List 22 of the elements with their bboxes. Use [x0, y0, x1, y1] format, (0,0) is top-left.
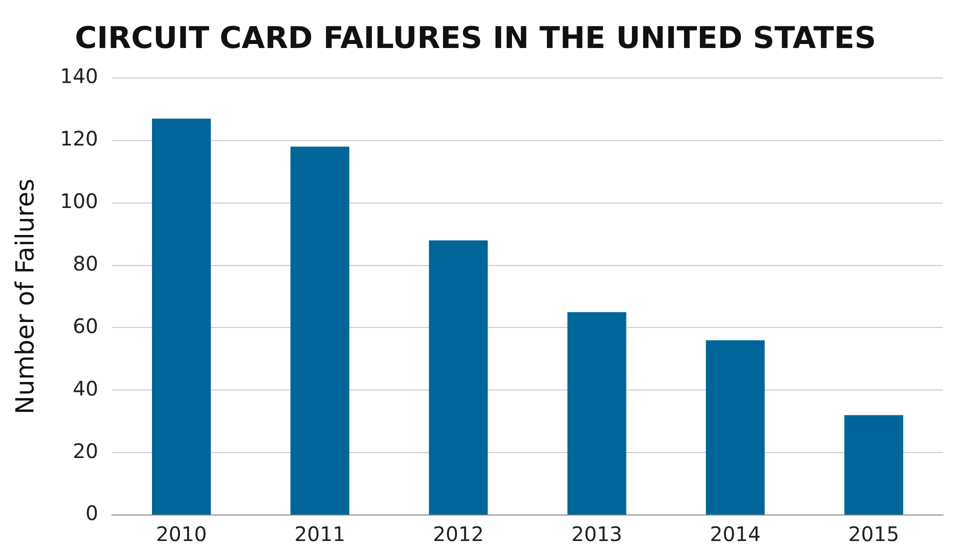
y-tick-label: 20	[72, 438, 98, 463]
y-axis-title: Number of Failures	[10, 178, 40, 414]
x-tick-label: 2013	[571, 522, 622, 546]
bar	[567, 312, 626, 514]
chart-title: CIRCUIT CARD FAILURES IN THE UNITED STATES	[74, 20, 876, 56]
x-tick-label: 2015	[848, 522, 900, 546]
y-tick-label: 80	[72, 251, 98, 276]
x-tick-label: 2014	[710, 522, 761, 546]
x-tick-label: 2010	[156, 522, 207, 546]
x-tick-label: 2012	[432, 522, 484, 546]
bar	[290, 146, 350, 514]
y-tick-label: 0	[85, 501, 98, 526]
y-tick-label: 40	[72, 376, 98, 400]
x-tick-label: 2011	[294, 522, 346, 546]
bar	[706, 340, 765, 514]
y-tick-label: 140	[60, 64, 98, 88]
bar	[844, 415, 904, 514]
y-tick-label: 100	[60, 189, 98, 214]
y-tick-label: 60	[72, 314, 98, 338]
bar	[428, 240, 488, 514]
y-tick-label: 120	[60, 126, 98, 151]
bar	[152, 118, 211, 514]
